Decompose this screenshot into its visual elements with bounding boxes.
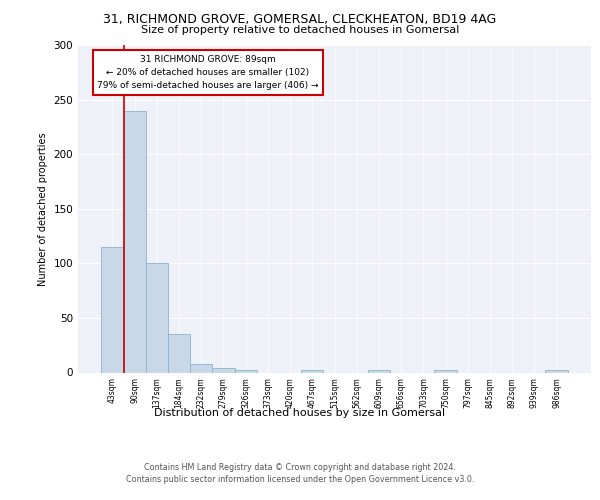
Bar bbox=[434, 370, 457, 372]
Bar bbox=[124, 110, 146, 372]
Text: Size of property relative to detached houses in Gomersal: Size of property relative to detached ho… bbox=[141, 25, 459, 35]
Bar bbox=[212, 368, 235, 372]
Text: Contains public sector information licensed under the Open Government Licence v3: Contains public sector information licen… bbox=[126, 475, 474, 484]
Bar bbox=[545, 370, 568, 372]
Text: Contains HM Land Registry data © Crown copyright and database right 2024.: Contains HM Land Registry data © Crown c… bbox=[144, 462, 456, 471]
Bar bbox=[190, 364, 212, 372]
Bar bbox=[146, 264, 168, 372]
Text: 31, RICHMOND GROVE, GOMERSAL, CLECKHEATON, BD19 4AG: 31, RICHMOND GROVE, GOMERSAL, CLECKHEATO… bbox=[103, 12, 497, 26]
Text: Distribution of detached houses by size in Gomersal: Distribution of detached houses by size … bbox=[154, 408, 446, 418]
Bar bbox=[101, 247, 124, 372]
Bar bbox=[235, 370, 257, 372]
Bar bbox=[301, 370, 323, 372]
Text: 31 RICHMOND GROVE: 89sqm
← 20% of detached houses are smaller (102)
79% of semi-: 31 RICHMOND GROVE: 89sqm ← 20% of detach… bbox=[97, 55, 319, 90]
Bar bbox=[368, 370, 390, 372]
Y-axis label: Number of detached properties: Number of detached properties bbox=[38, 132, 48, 286]
Bar bbox=[168, 334, 190, 372]
